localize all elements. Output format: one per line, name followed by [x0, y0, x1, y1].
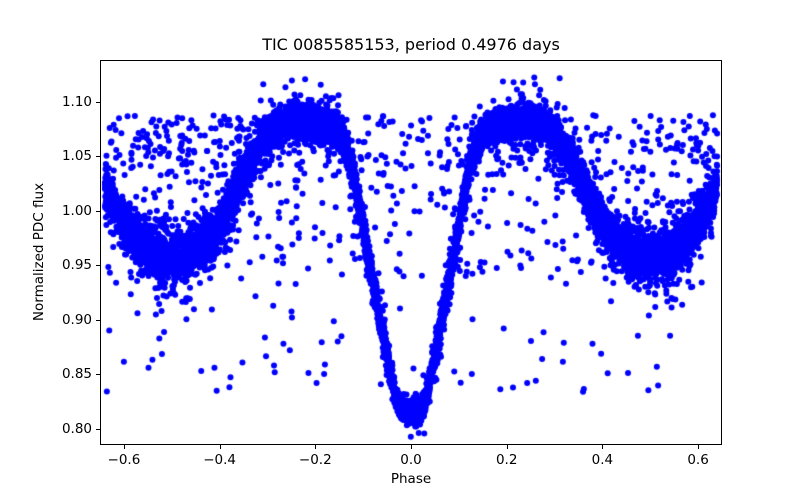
y-tick-label: 1.10: [61, 93, 92, 110]
y-tick-label: 0.90: [61, 311, 92, 328]
y-tick-mark: [96, 374, 100, 376]
x-tick-label: 0.0: [400, 452, 422, 468]
y-tick-label: 0.95: [61, 257, 92, 274]
x-tick-mark: [506, 445, 508, 449]
x-tick-label: −0.2: [298, 452, 332, 468]
y-tick-label: 1.00: [61, 202, 92, 219]
x-tick-mark: [411, 445, 412, 449]
y-tick-mark: [96, 319, 100, 321]
y-tick-label: 0.85: [61, 366, 92, 383]
y-tick-mark: [96, 265, 100, 267]
y-tick-mark: [96, 101, 100, 103]
x-tick-label: 0.2: [495, 452, 518, 468]
x-tick-label: −0.6: [107, 452, 141, 468]
y-tick-mark: [96, 428, 100, 430]
chart-title: TIC 0085585153, period 0.4976 days: [262, 35, 560, 54]
x-axis-label: Phase: [390, 471, 432, 487]
x-tick-label: 0.6: [687, 452, 709, 468]
y-tick-mark: [96, 156, 100, 158]
y-tick-mark: [96, 210, 100, 212]
x-tick-label: 0.4: [591, 452, 614, 468]
x-tick-mark: [698, 445, 700, 449]
x-tick-mark: [219, 445, 221, 449]
x-tick-label: −0.4: [203, 452, 236, 468]
x-tick-mark: [315, 445, 317, 449]
x-tick-mark: [602, 445, 604, 449]
x-tick-mark: [123, 445, 125, 449]
y-tick-label: 1.05: [61, 148, 92, 165]
y-tick-label: 0.80: [61, 420, 92, 437]
plot-area: [100, 60, 722, 445]
